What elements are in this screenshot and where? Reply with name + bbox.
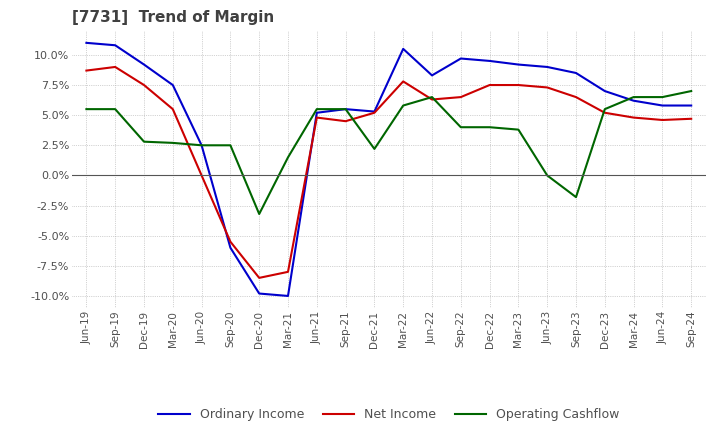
Ordinary Income (140, 62, 148, 67)
Net Income (168, 106, 177, 112)
Line: Net Income: Net Income (86, 67, 691, 278)
Net Income (284, 269, 292, 275)
Ordinary Income (514, 62, 523, 67)
Net Income (255, 275, 264, 281)
Ordinary Income (370, 109, 379, 114)
Ordinary Income (82, 40, 91, 45)
Ordinary Income (111, 43, 120, 48)
Ordinary Income (312, 110, 321, 115)
Ordinary Income (428, 73, 436, 78)
Ordinary Income (168, 82, 177, 88)
Ordinary Income (399, 46, 408, 51)
Line: Operating Cashflow: Operating Cashflow (86, 91, 691, 214)
Operating Cashflow (312, 106, 321, 112)
Operating Cashflow (140, 139, 148, 144)
Operating Cashflow (82, 106, 91, 112)
Net Income (312, 115, 321, 120)
Net Income (687, 116, 696, 121)
Net Income (485, 82, 494, 88)
Operating Cashflow (197, 143, 206, 148)
Operating Cashflow (600, 106, 609, 112)
Net Income (572, 95, 580, 100)
Ordinary Income (255, 291, 264, 296)
Net Income (111, 64, 120, 70)
Operating Cashflow (428, 95, 436, 100)
Net Income (658, 117, 667, 123)
Operating Cashflow (485, 125, 494, 130)
Net Income (456, 95, 465, 100)
Operating Cashflow (456, 125, 465, 130)
Operating Cashflow (629, 95, 638, 100)
Operating Cashflow (572, 194, 580, 200)
Net Income (82, 68, 91, 73)
Operating Cashflow (255, 211, 264, 216)
Operating Cashflow (168, 140, 177, 146)
Net Income (543, 85, 552, 90)
Net Income (140, 82, 148, 88)
Ordinary Income (197, 143, 206, 148)
Operating Cashflow (226, 143, 235, 148)
Ordinary Income (572, 70, 580, 76)
Net Income (197, 173, 206, 178)
Ordinary Income (658, 103, 667, 108)
Net Income (341, 118, 350, 124)
Net Income (428, 97, 436, 102)
Ordinary Income (600, 88, 609, 94)
Net Income (370, 110, 379, 115)
Operating Cashflow (284, 155, 292, 160)
Ordinary Income (687, 103, 696, 108)
Text: [7731]  Trend of Margin: [7731] Trend of Margin (72, 11, 274, 26)
Net Income (399, 79, 408, 84)
Operating Cashflow (514, 127, 523, 132)
Ordinary Income (543, 64, 552, 70)
Net Income (600, 110, 609, 115)
Ordinary Income (226, 245, 235, 250)
Net Income (514, 82, 523, 88)
Line: Ordinary Income: Ordinary Income (86, 43, 691, 296)
Operating Cashflow (687, 88, 696, 94)
Ordinary Income (341, 106, 350, 112)
Operating Cashflow (370, 146, 379, 151)
Operating Cashflow (543, 173, 552, 178)
Ordinary Income (485, 58, 494, 63)
Legend: Ordinary Income, Net Income, Operating Cashflow: Ordinary Income, Net Income, Operating C… (153, 403, 624, 426)
Ordinary Income (456, 56, 465, 61)
Net Income (226, 239, 235, 244)
Operating Cashflow (658, 95, 667, 100)
Ordinary Income (284, 293, 292, 299)
Operating Cashflow (399, 103, 408, 108)
Ordinary Income (629, 98, 638, 103)
Net Income (629, 115, 638, 120)
Operating Cashflow (341, 106, 350, 112)
Operating Cashflow (111, 106, 120, 112)
